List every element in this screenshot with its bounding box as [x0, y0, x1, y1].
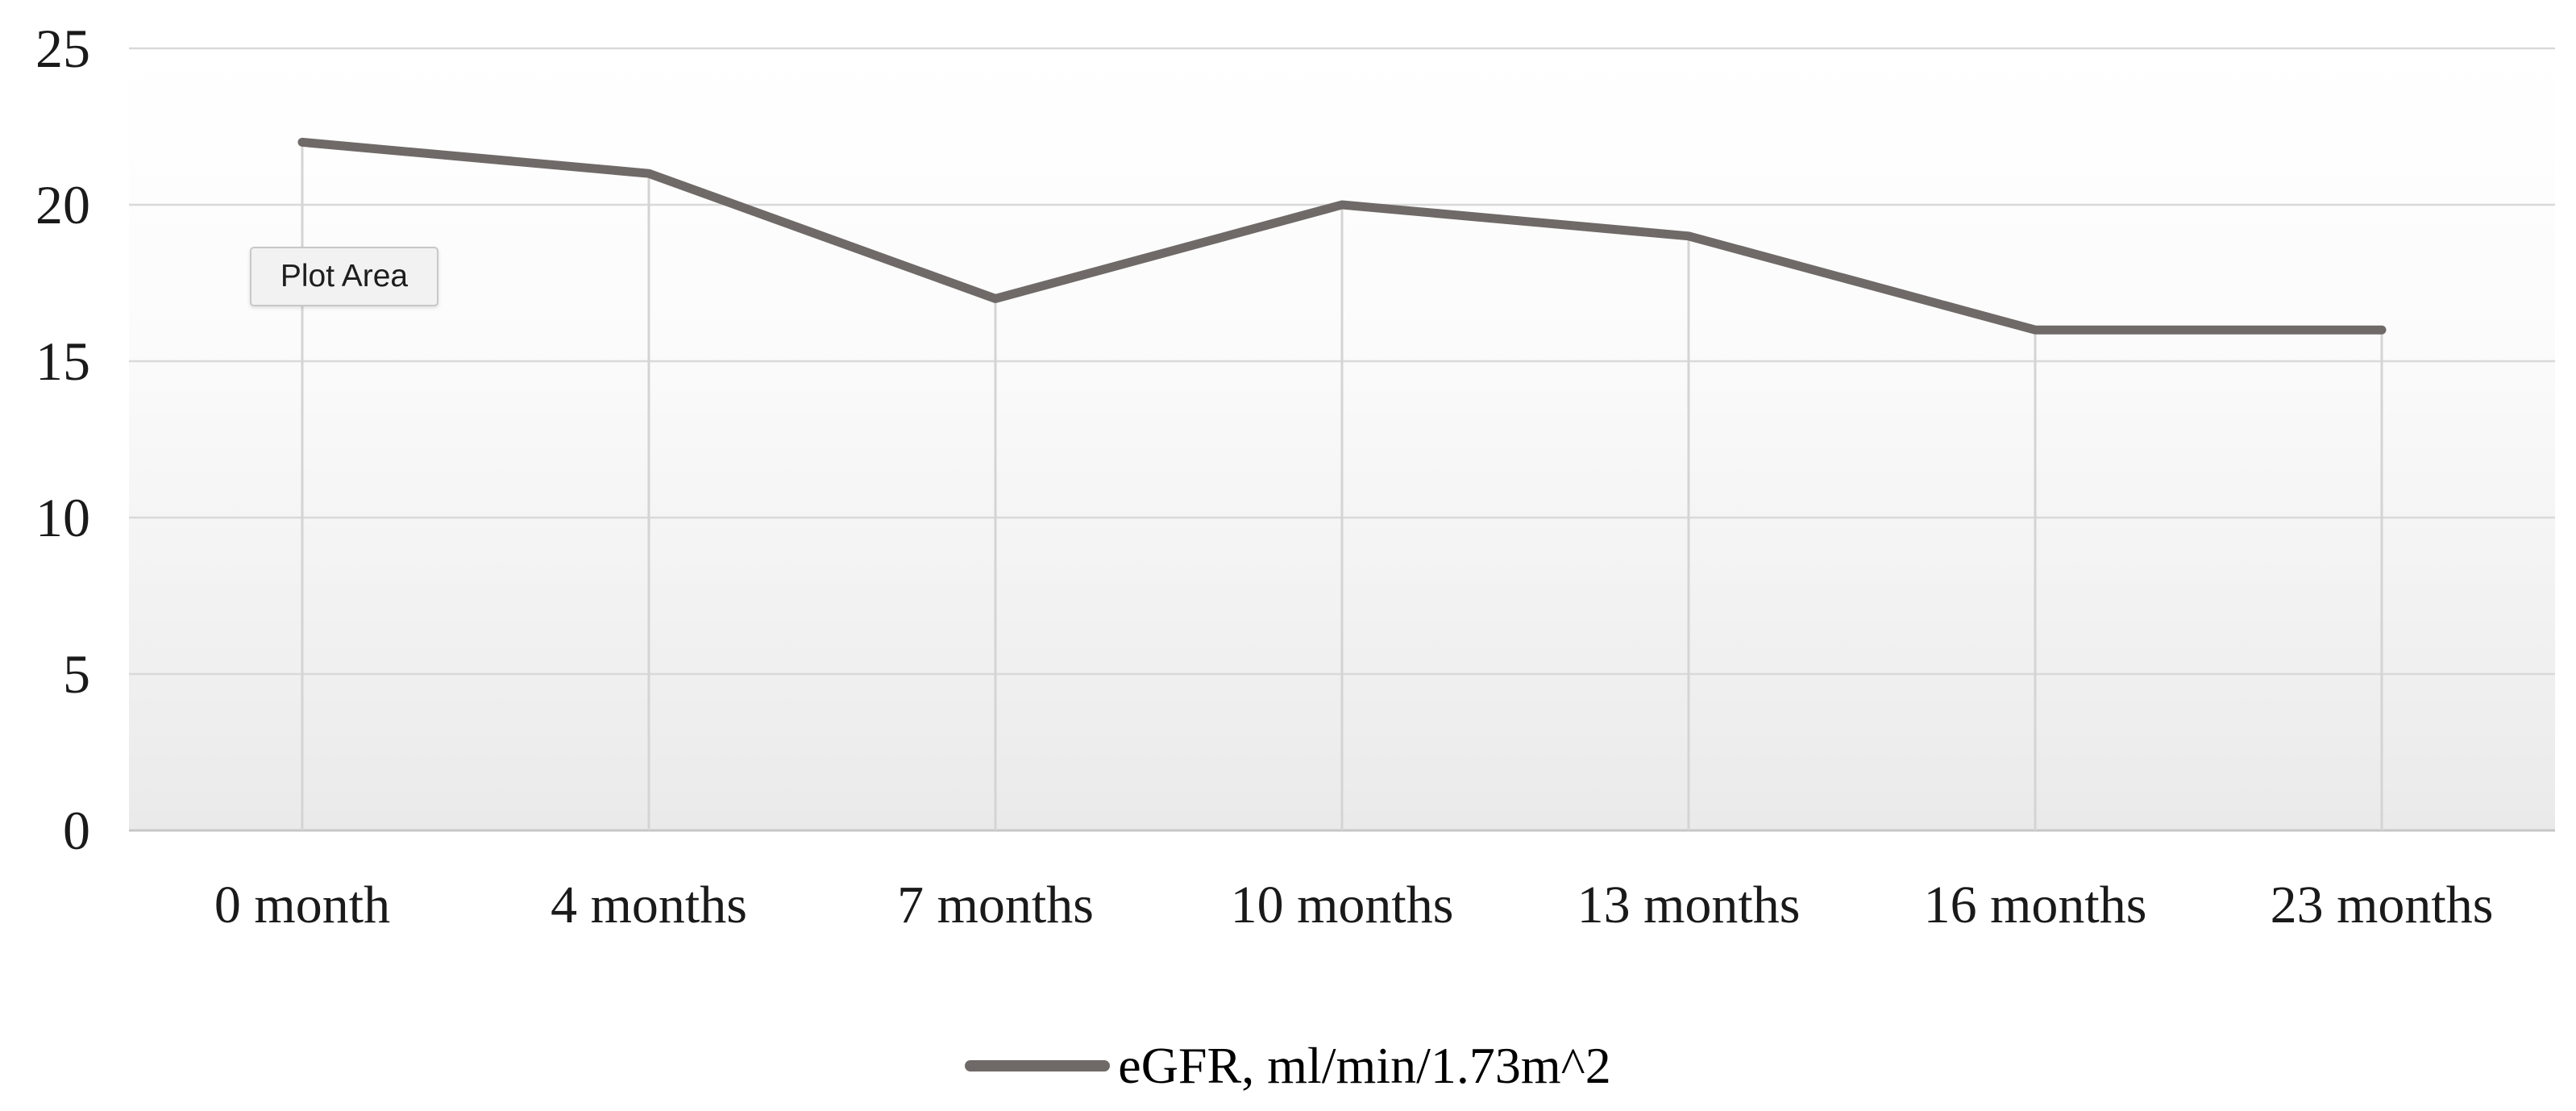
- x-category-label-3: 10 months: [1230, 876, 1454, 934]
- y-tick-label-15: 15: [35, 331, 90, 392]
- y-tick-label-10: 10: [35, 487, 90, 548]
- legend-series-label: eGFR, ml/min/1.73m^2: [1118, 1037, 1611, 1094]
- plot-area-tooltip: Plot Area: [250, 247, 438, 306]
- y-tick-label-5: 5: [63, 643, 90, 705]
- y-tick-label-25: 25: [35, 18, 90, 79]
- x-category-label-5: 16 months: [1923, 876, 2147, 934]
- x-category-label-0: 0 month: [214, 876, 391, 934]
- plot-area-tooltip-label: Plot Area: [280, 259, 409, 293]
- x-category-label-2: 7 months: [897, 876, 1094, 934]
- y-tick-label-0: 0: [63, 800, 90, 861]
- legend[interactable]: eGFR, ml/min/1.73m^2: [0, 1026, 2576, 1106]
- x-category-label-6: 23 months: [2270, 876, 2494, 934]
- legend-line-swatch: [965, 1060, 1111, 1071]
- egfr-series-line[interactable]: [297, 137, 2387, 335]
- x-category-label-1: 4 months: [551, 876, 747, 934]
- x-category-label-4: 13 months: [1577, 876, 1801, 934]
- y-tick-label-20: 20: [35, 174, 90, 235]
